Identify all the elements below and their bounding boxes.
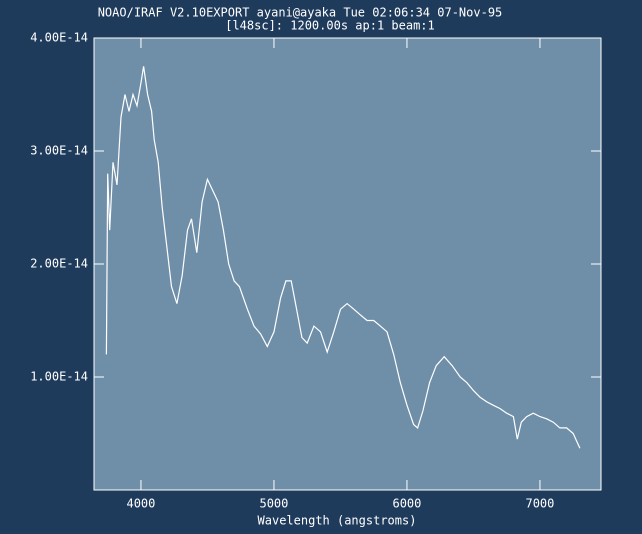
spectrum-line bbox=[105, 66, 581, 449]
x-tick-label: 4000 bbox=[126, 497, 155, 511]
plot-area bbox=[93, 37, 602, 491]
x-tick-label: 7000 bbox=[525, 497, 554, 511]
x-axis-label: Wavelength (angstroms) bbox=[258, 514, 417, 528]
y-tick-label: 2.00E-14 bbox=[30, 257, 88, 271]
x-tick-label: 5000 bbox=[259, 497, 288, 511]
chart-title: NOAO/IRAF V2.10EXPORT ayani@ayaka Tue 02… bbox=[98, 6, 503, 20]
chart-subtitle: [l48sc]: 1200.00s ap:1 beam:1 bbox=[225, 19, 435, 33]
y-tick-label: 1.00E-14 bbox=[30, 370, 88, 384]
x-tick-label: 6000 bbox=[392, 497, 421, 511]
y-tick-label: 4.00E-14 bbox=[30, 31, 88, 45]
y-tick-label: 3.00E-14 bbox=[30, 144, 88, 158]
